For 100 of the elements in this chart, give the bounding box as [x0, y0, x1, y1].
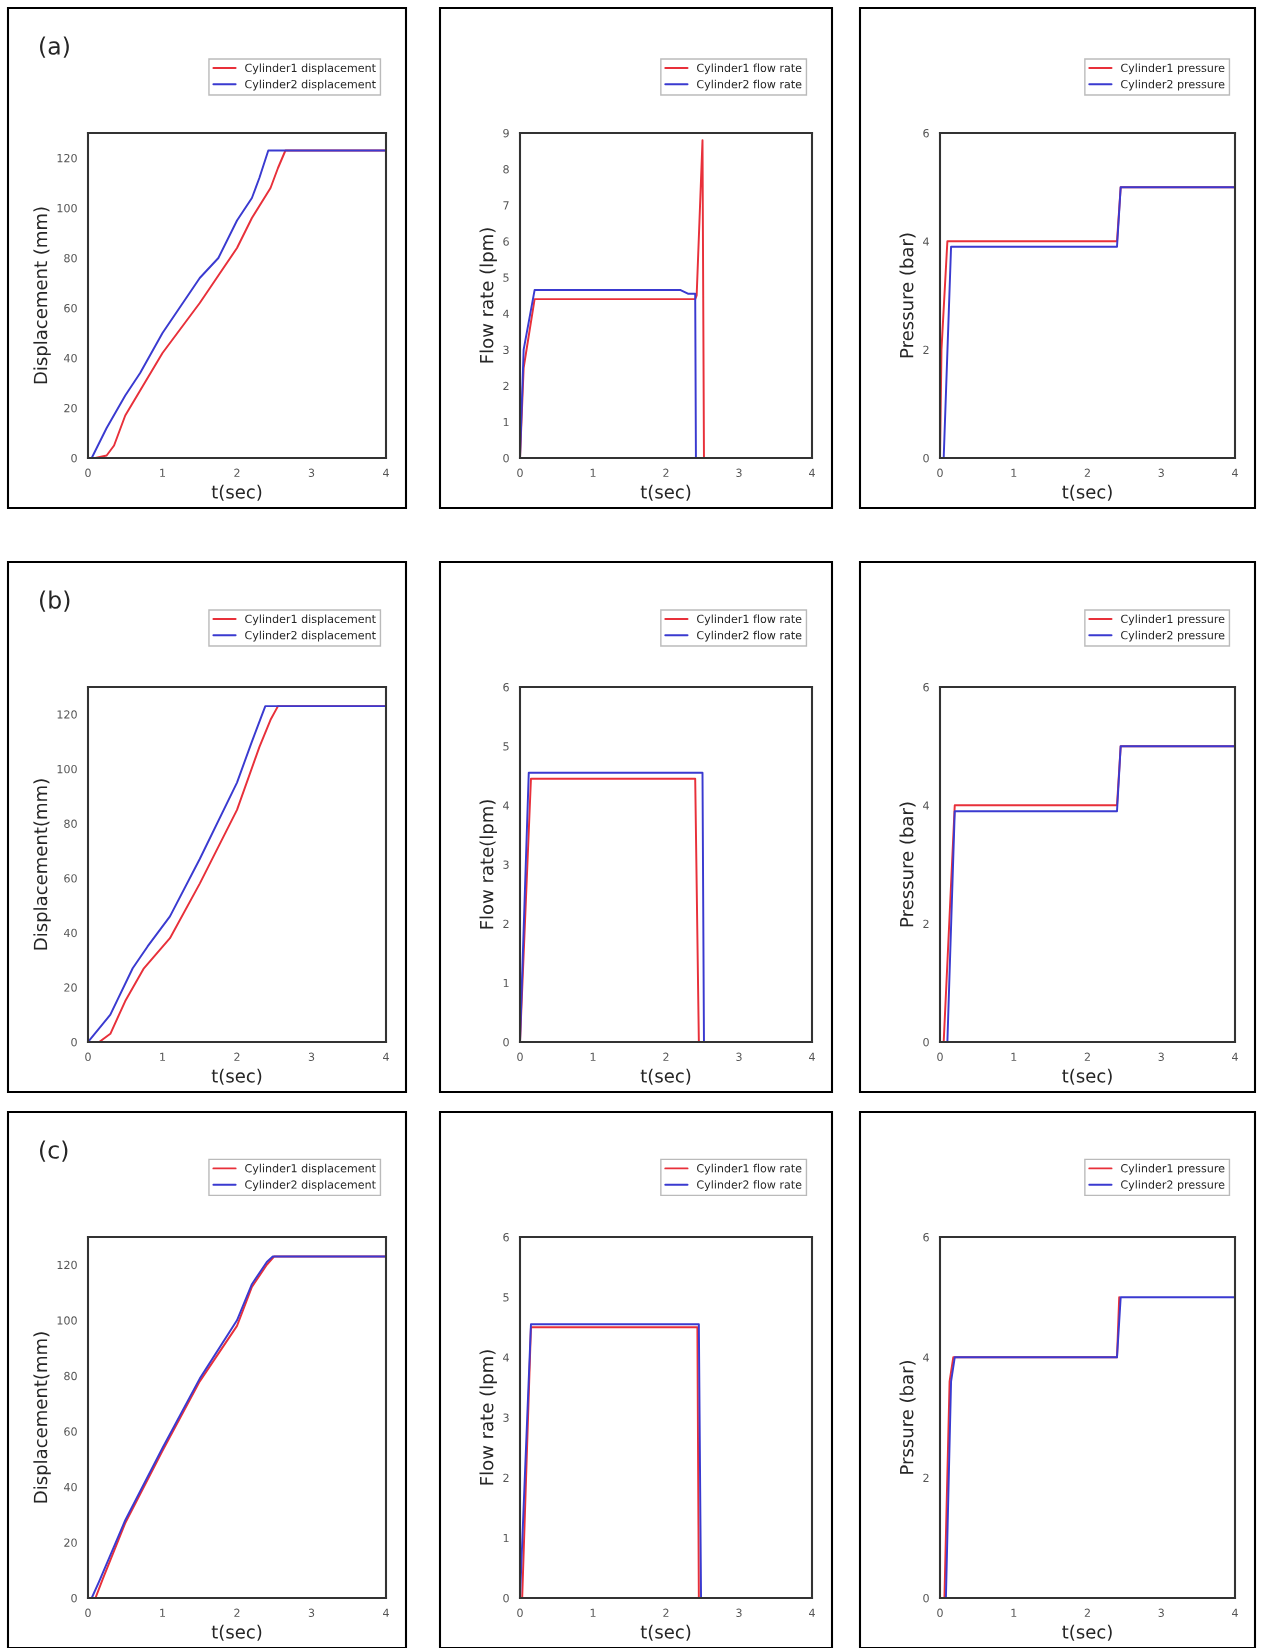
y-tick-label: 40: [63, 928, 77, 938]
x-tick-label: 4: [383, 1608, 389, 1617]
y-tick-label: 3: [503, 1413, 509, 1422]
y-tick-label: 6: [503, 682, 509, 692]
y-tick-label: 1: [503, 978, 509, 988]
x-tick-label: 4: [1232, 1052, 1238, 1061]
y-tick-label: 3: [503, 345, 509, 355]
x-tick-label: 1: [590, 468, 596, 477]
y-tick-label: 6: [923, 128, 929, 138]
y-axis-title: Flow rate (lpm): [479, 228, 497, 363]
y-tick-label: 7: [503, 201, 509, 210]
legend-label: Cylinder1 displacement: [245, 614, 376, 626]
x-tick-label: 4: [383, 468, 389, 477]
y-tick-label: 40: [63, 1482, 77, 1492]
x-tick-label: 4: [383, 1052, 389, 1061]
x-tick-label: 0: [517, 468, 523, 478]
x-tick-label: 3: [736, 1608, 742, 1618]
legend-label: Cylinder2 pressure: [1121, 1180, 1225, 1191]
y-tick-label: 3: [503, 860, 509, 869]
x-tick-label: 3: [308, 1608, 315, 1618]
x-tick-label: 2: [663, 1052, 669, 1061]
y-axis-title: Flow rate (lpm): [479, 1350, 497, 1485]
y-axis-title: Prssure (bar): [899, 1360, 916, 1474]
y-tick-label: 0: [71, 453, 77, 463]
y-tick-label: 4: [503, 1353, 509, 1362]
y-axis-title: Displacement(mm): [33, 779, 51, 950]
x-tick-label: 0: [517, 1608, 523, 1618]
y-tick-label: 4: [923, 237, 929, 246]
x-tick-label: 3: [308, 468, 315, 478]
x-tick-label: 0: [85, 468, 91, 478]
legend-label: Cylinder2 displacement: [245, 1180, 376, 1191]
text: (b): [40, 590, 70, 612]
legend-label: Cylinder2 flow rate: [697, 1180, 802, 1191]
y-tick-label: 40: [63, 353, 77, 363]
y-tick-label: 120: [57, 1260, 77, 1270]
x-tick-label: 4: [1232, 1608, 1238, 1617]
y-tick-label: 0: [71, 1037, 77, 1047]
y-tick-label: 0: [503, 1593, 509, 1603]
y-tick-label: 4: [503, 801, 509, 810]
y-tick-label: 120: [57, 710, 77, 719]
x-tick-label: 2: [1084, 1052, 1090, 1061]
legend-label: Cylinder2 pressure: [1121, 630, 1225, 642]
x-axis-title: t(sec): [211, 484, 262, 501]
x-axis-title: t(sec): [1062, 1624, 1112, 1641]
legend-label: Cylinder1 pressure: [1121, 1163, 1225, 1175]
y-axis-title: Flow rate(lpm): [479, 800, 497, 929]
y-tick-label: 0: [503, 453, 509, 463]
y-tick-label: 2: [503, 919, 509, 928]
x-tick-label: 4: [809, 468, 815, 477]
legend-label: Cylinder1 displacement: [245, 1163, 376, 1175]
x-tick-label: 3: [1158, 1052, 1164, 1062]
y-tick-label: 6: [923, 682, 929, 692]
x-tick-label: 1: [160, 468, 166, 477]
x-axis-title: t(sec): [211, 1068, 262, 1085]
x-axis-title: t(sec): [640, 1624, 691, 1641]
x-tick-label: 1: [590, 1608, 596, 1617]
y-tick-label: 20: [64, 403, 77, 413]
x-tick-label: 0: [937, 468, 943, 478]
y-tick-label: 2: [503, 381, 509, 390]
x-tick-label: 0: [937, 1052, 943, 1062]
legend-label: Cylinder1 pressure: [1121, 614, 1225, 626]
x-tick-label: 1: [160, 1608, 166, 1617]
x-tick-label: 3: [1158, 1608, 1164, 1618]
y-tick-label: 1: [503, 1533, 509, 1543]
x-axis-title: t(sec): [1062, 484, 1112, 501]
y-tick-label: 6: [503, 237, 509, 246]
x-tick-label: 1: [1011, 1052, 1017, 1061]
y-tick-label: 0: [503, 1037, 509, 1047]
text: (c): [40, 1140, 68, 1162]
y-tick-label: 8: [503, 165, 509, 174]
y-axis-title: Displacement(mm): [33, 1332, 51, 1503]
y-tick-label: 2: [923, 1473, 929, 1482]
x-tick-label: 4: [1232, 468, 1238, 477]
y-tick-label: 5: [503, 273, 509, 282]
legend-label: Cylinder2 flow rate: [697, 79, 802, 91]
x-tick-label: 4: [809, 1052, 815, 1061]
y-tick-label: 5: [503, 1293, 509, 1302]
legend-label: Cylinder1 flow rate: [697, 614, 802, 626]
y-tick-label: 60: [64, 1427, 77, 1436]
y-tick-label: 6: [923, 1232, 929, 1242]
y-tick-label: 60: [64, 303, 77, 313]
y-tick-label: 100: [57, 203, 77, 213]
legend-label: Cylinder1 displacement: [245, 63, 376, 75]
y-tick-label: 4: [503, 309, 509, 318]
legend-label: Cylinder1 pressure: [1121, 63, 1225, 75]
y-tick-label: 80: [64, 1371, 77, 1381]
y-tick-label: 6: [503, 1232, 509, 1242]
y-tick-label: 1: [503, 418, 509, 427]
y-tick-label: 20: [64, 983, 77, 992]
x-tick-label: 3: [736, 468, 742, 478]
legend-label: Cylinder1 flow rate: [697, 63, 802, 75]
legend-label: Cylinder2 displacement: [245, 630, 376, 642]
y-tick-label: 120: [57, 153, 77, 163]
y-tick-label: 2: [923, 345, 929, 354]
y-tick-label: 9: [503, 128, 509, 138]
y-tick-label: 0: [923, 1593, 929, 1603]
y-tick-label: 60: [64, 874, 77, 883]
x-tick-label: 4: [809, 1608, 815, 1617]
y-tick-label: 80: [64, 253, 77, 263]
y-axis-title: Pressure (bar): [899, 802, 916, 927]
